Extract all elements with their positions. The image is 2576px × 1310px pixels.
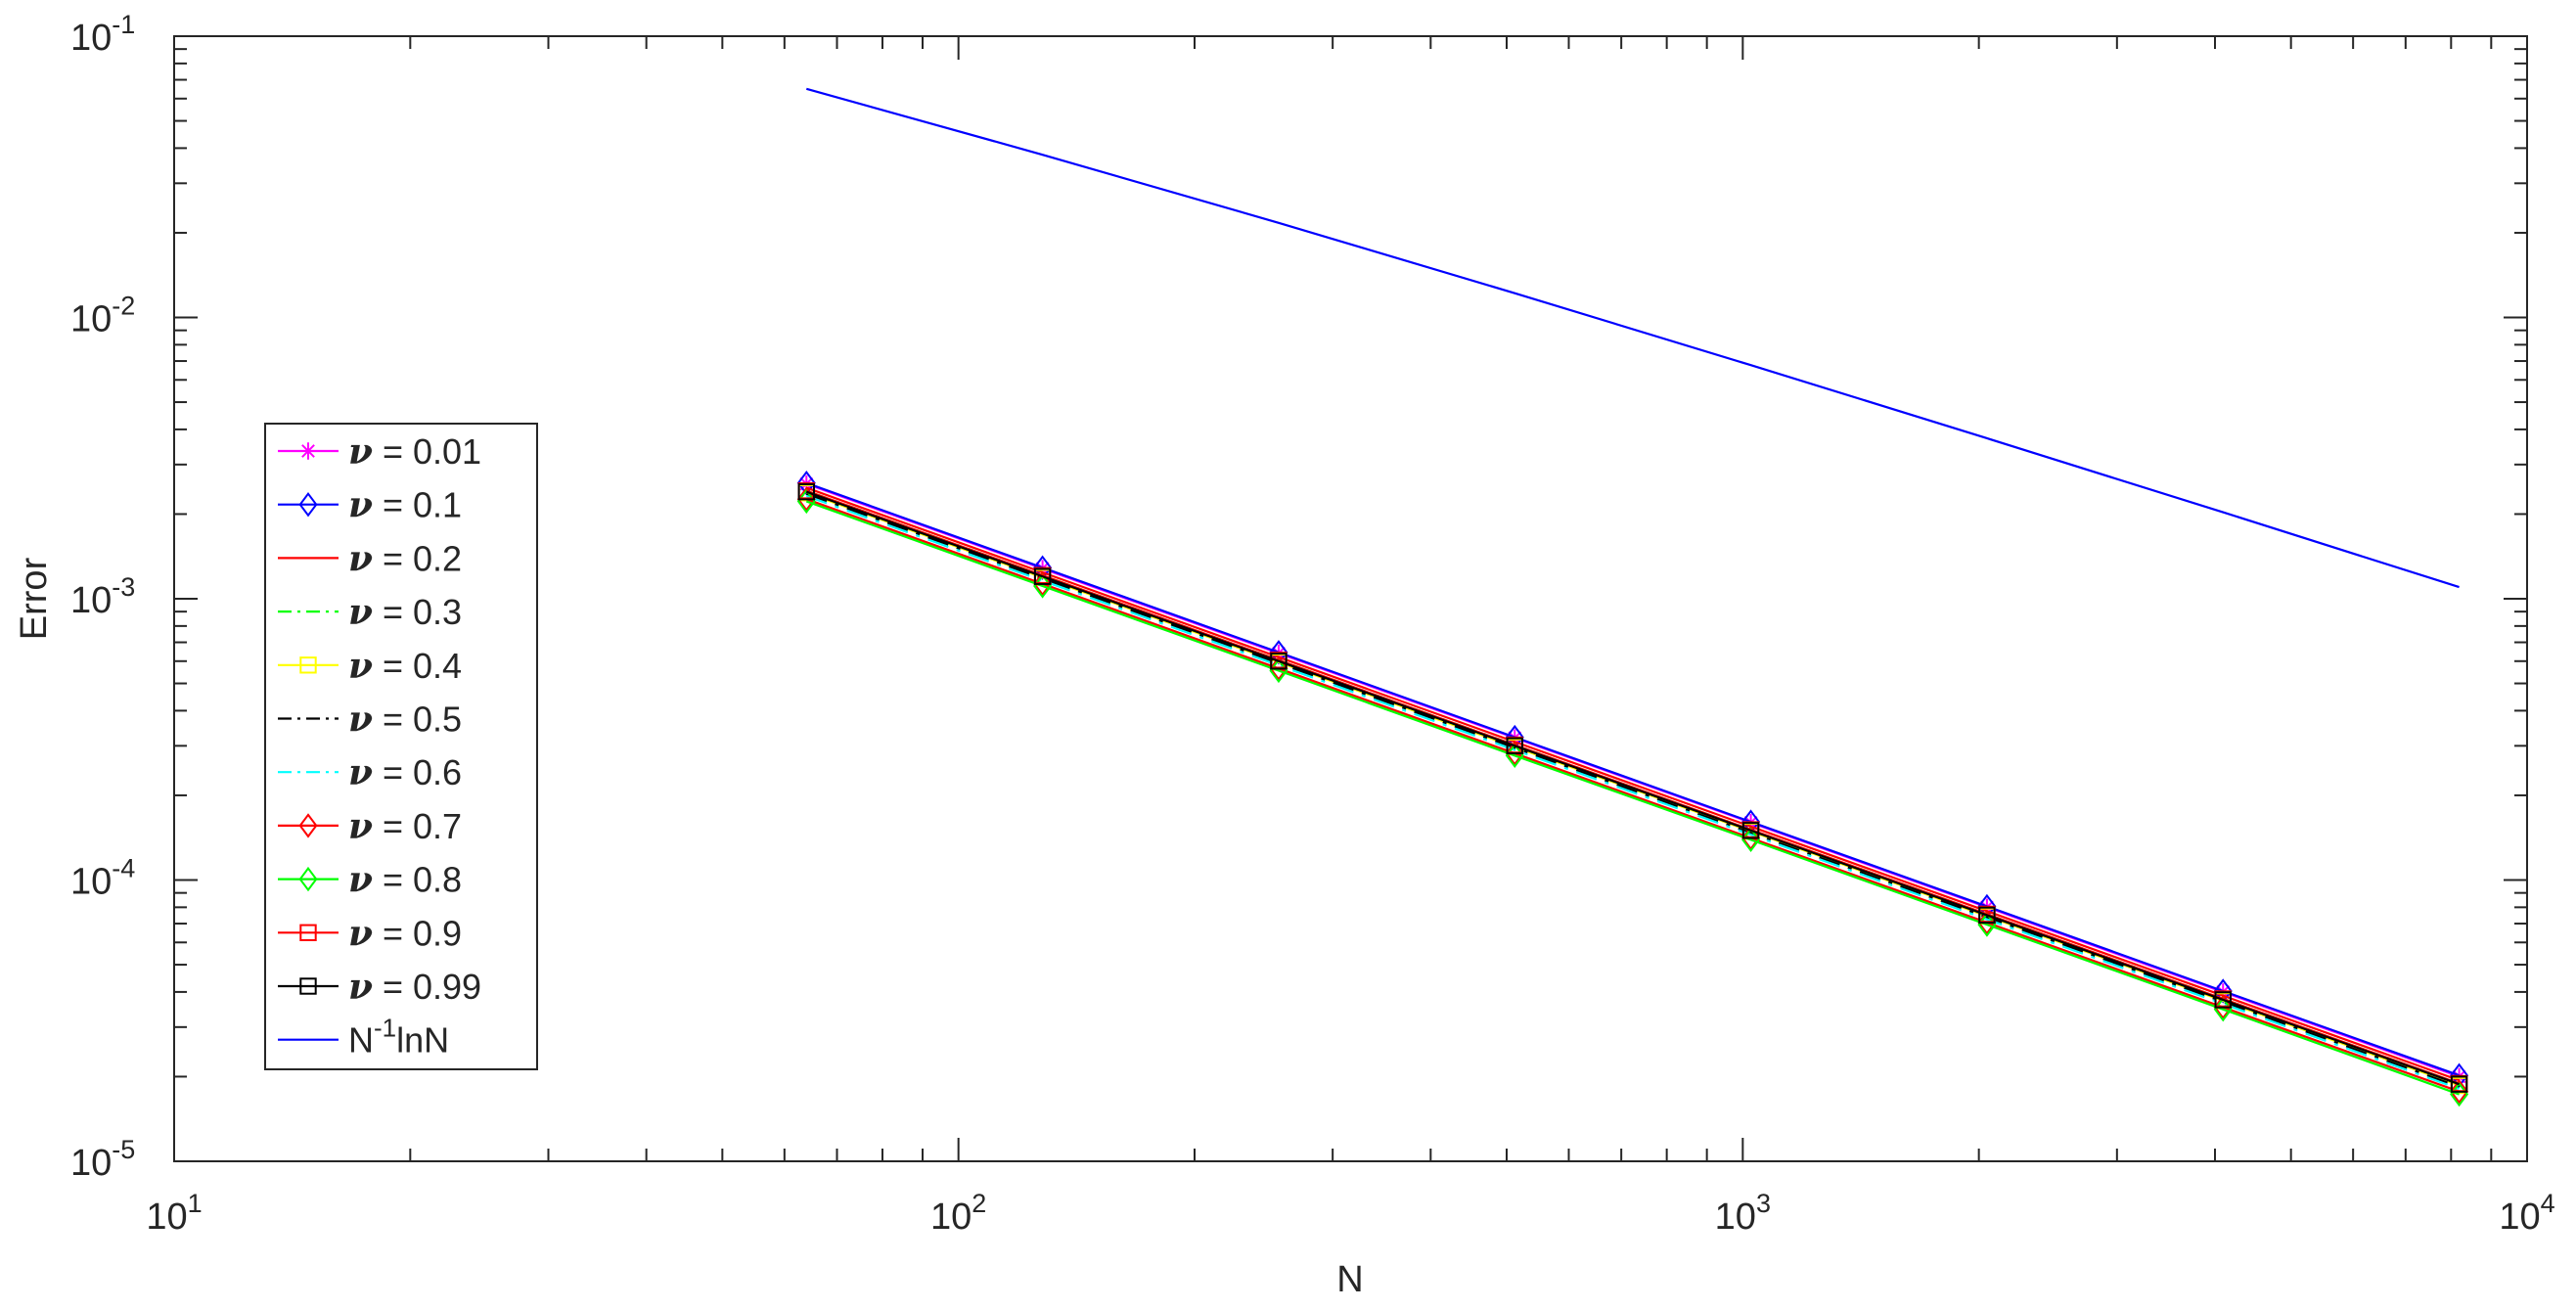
series-marker-10: [1741, 822, 1760, 839]
legend-label-8: ν = 0.8: [348, 860, 462, 901]
legend-label-5: ν = 0.5: [348, 700, 462, 741]
legend-label-4: ν = 0.4: [348, 646, 462, 687]
x-tick-label: 102: [930, 1189, 986, 1238]
legend-marker-4: [299, 656, 317, 674]
series-marker-10: [1978, 906, 1996, 925]
legend-marker-8: [298, 866, 318, 892]
legend-marker-10: [299, 977, 317, 995]
series-marker-10: [1270, 653, 1288, 670]
y-tick-label: 10-3: [70, 572, 135, 621]
y-tick-label: 10-5: [70, 1135, 135, 1184]
axis-ticks: [173, 36, 2527, 1162]
series-marker-8: [1741, 827, 1761, 853]
legend-label-3: ν = 0.3: [348, 592, 462, 633]
legend-marker-1: [298, 492, 318, 518]
legend-box: [264, 423, 538, 1070]
series-marker-10: [1033, 567, 1052, 585]
series-marker-7: [796, 486, 816, 512]
legend-label-6: ν = 0.6: [348, 752, 462, 793]
series-line-1: [805, 481, 2460, 1077]
series-marker-7: [1741, 825, 1761, 851]
series-marker-7: [2450, 1079, 2469, 1105]
series-marker-10: [797, 482, 815, 501]
legend-marker-7: [298, 813, 318, 838]
legend: ν = 0.01 ν = 0.1 ν = 0.2 ν = 0.3 ν = 0.4 ν = …: [264, 423, 538, 1070]
x-tick-label: 103: [1715, 1189, 1771, 1238]
y-tick-label: 10-1: [70, 10, 135, 59]
x-tick-label: 101: [146, 1189, 202, 1238]
series-layer: [796, 87, 2469, 1107]
y-tick-label: 10-4: [70, 854, 135, 903]
series-marker-7: [1505, 741, 1524, 766]
plot-area: [173, 35, 2528, 1162]
series-line-5: [805, 492, 2460, 1088]
legend-label-10: ν = 0.99: [348, 967, 481, 1008]
legend-label-11: N-1lnN: [348, 1014, 449, 1061]
legend-label-0: ν = 0.01: [348, 431, 481, 473]
series-marker-7: [2213, 994, 2233, 1020]
series-line-11: [805, 87, 2460, 589]
series-marker-10: [2214, 991, 2232, 1009]
series-line-2: [805, 486, 2460, 1082]
series-line-7: [805, 498, 2460, 1093]
series-marker-7: [1977, 910, 1997, 935]
x-tick-label: 104: [2499, 1189, 2554, 1238]
series-marker-10: [2450, 1075, 2468, 1093]
series-line-10: [805, 490, 2460, 1086]
legend-label-7: ν = 0.7: [348, 806, 462, 847]
y-axis-label: Error: [14, 557, 55, 640]
series-marker-7: [1033, 571, 1053, 597]
legend-marker-9: [299, 924, 317, 941]
legend-label-2: ν = 0.2: [348, 538, 462, 579]
y-tick-label: 10-2: [70, 292, 135, 340]
series-marker-10: [1506, 737, 1523, 755]
series-marker-7: [1269, 655, 1288, 681]
legend-label-9: ν = 0.9: [348, 913, 462, 954]
series-line-6: [805, 494, 2460, 1090]
legend-label-1: ν = 0.1: [348, 485, 462, 526]
legend-marker-0: [299, 442, 317, 460]
series-line-8: [805, 500, 2460, 1096]
x-axis-label: N: [1336, 1259, 1363, 1300]
